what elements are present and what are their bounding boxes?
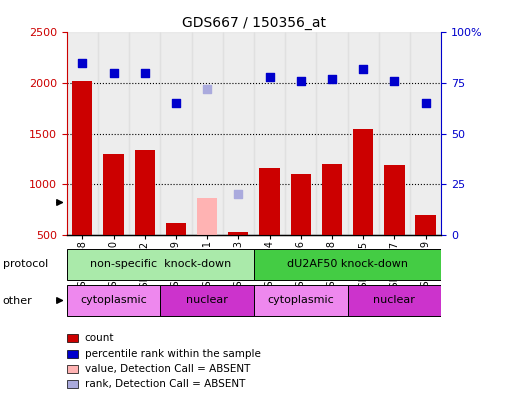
- Text: value, Detection Call = ABSENT: value, Detection Call = ABSENT: [85, 364, 250, 374]
- Point: [78, 60, 86, 66]
- Point: [141, 70, 149, 76]
- Bar: [416, 215, 436, 286]
- Bar: [228, 232, 248, 286]
- Bar: [260, 168, 280, 286]
- Point: [422, 100, 430, 107]
- Text: cytoplasmic: cytoplasmic: [267, 295, 334, 305]
- Bar: [98, 32, 129, 235]
- Text: dU2AF50 knock-down: dU2AF50 knock-down: [287, 258, 408, 269]
- Bar: [72, 81, 92, 286]
- Text: rank, Detection Call = ABSENT: rank, Detection Call = ABSENT: [85, 379, 245, 389]
- Bar: [166, 223, 186, 286]
- Bar: [67, 32, 98, 235]
- Text: nuclear: nuclear: [186, 295, 228, 305]
- Bar: [67, 285, 160, 316]
- Bar: [67, 249, 254, 280]
- Bar: [348, 285, 441, 316]
- Text: count: count: [85, 333, 114, 343]
- Bar: [410, 32, 441, 235]
- Point: [265, 74, 273, 80]
- Bar: [160, 32, 191, 235]
- Bar: [348, 32, 379, 235]
- Bar: [290, 174, 311, 286]
- Text: cytoplasmic: cytoplasmic: [80, 295, 147, 305]
- Bar: [223, 32, 254, 235]
- Point: [234, 191, 243, 198]
- Text: percentile rank within the sample: percentile rank within the sample: [85, 349, 261, 358]
- Point: [109, 70, 117, 76]
- Point: [390, 78, 399, 84]
- Bar: [160, 285, 254, 316]
- Point: [172, 100, 180, 107]
- Point: [203, 86, 211, 92]
- Bar: [254, 32, 285, 235]
- Text: other: other: [3, 296, 32, 305]
- Bar: [129, 32, 160, 235]
- Bar: [191, 32, 223, 235]
- Bar: [322, 164, 342, 286]
- Title: GDS667 / 150356_at: GDS667 / 150356_at: [182, 16, 326, 30]
- Bar: [285, 32, 317, 235]
- Bar: [103, 154, 124, 286]
- Bar: [317, 32, 348, 235]
- Bar: [353, 129, 373, 286]
- Bar: [379, 32, 410, 235]
- Text: nuclear: nuclear: [373, 295, 416, 305]
- Point: [328, 76, 336, 82]
- Bar: [197, 198, 218, 286]
- Bar: [134, 150, 155, 286]
- Bar: [254, 249, 441, 280]
- Point: [359, 66, 367, 72]
- Text: protocol: protocol: [3, 259, 48, 269]
- Point: [297, 78, 305, 84]
- Text: non-specific  knock-down: non-specific knock-down: [90, 258, 231, 269]
- Bar: [384, 164, 405, 286]
- Bar: [254, 285, 348, 316]
